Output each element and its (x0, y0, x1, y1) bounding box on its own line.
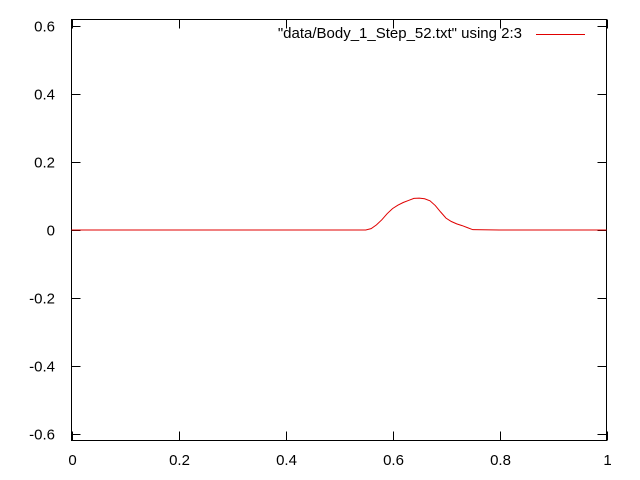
y-tick-label: -0.4 (29, 359, 55, 376)
x-tick-label: 1 (603, 452, 611, 469)
y-tick-label: 0.4 (34, 87, 55, 104)
legend: "data/Body_1_Step_52.txt" using 2:3 (278, 25, 585, 42)
y-tick-label: -0.2 (29, 291, 55, 308)
x-tick-label: 0.2 (169, 452, 190, 469)
x-tick-label: 0.4 (276, 452, 297, 469)
series-layer (72, 198, 607, 230)
y-tick-label: 0.6 (34, 19, 55, 36)
y-tick-label: -0.6 (29, 427, 55, 444)
legend-label: "data/Body_1_Step_52.txt" using 2:3 (278, 25, 522, 42)
series-line (72, 198, 607, 230)
y-tick-label: 0.2 (34, 155, 55, 172)
axis-tick-labels: 0 0.2 0.4 0.6 0.8 1 -0.6 -0.4 -0.2 0 0.2 0.4 0.6 (29, 19, 612, 470)
x-tick-label: 0.8 (490, 452, 511, 469)
x-tick-label: 0 (68, 452, 76, 469)
x-tick-label: 0.6 (383, 452, 404, 469)
y-tick-label: 0 (47, 223, 55, 240)
